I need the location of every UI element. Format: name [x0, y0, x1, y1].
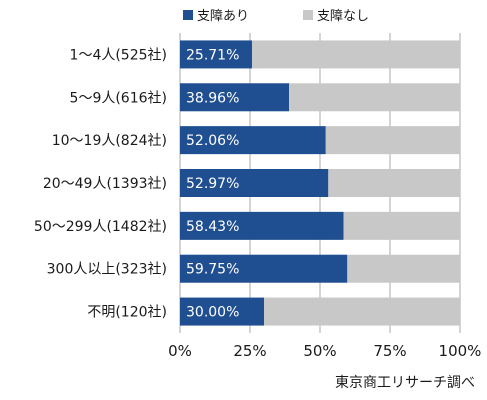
- category-label: 不明(120社): [87, 305, 167, 321]
- legend-label: 支障あり: [197, 9, 249, 24]
- data-label: 52.97%: [186, 176, 239, 192]
- legend-swatch: [303, 10, 313, 20]
- category-label: 20～49人(1393社): [43, 176, 167, 192]
- bar-segment-no: [343, 211, 460, 240]
- bar-segment-yes: [180, 40, 252, 69]
- legend: 支障あり 支障なし: [183, 9, 369, 24]
- data-label: 59.75%: [186, 262, 239, 278]
- data-label: 25.71%: [186, 47, 239, 63]
- bar-segment-yes: [180, 126, 326, 155]
- bar-segment-yes: [180, 211, 344, 240]
- category-label: 50～299人(1482社): [34, 219, 167, 235]
- legend-swatch: [183, 10, 193, 20]
- x-tick-label: 50%: [303, 342, 336, 360]
- legend-label: 支障なし: [317, 9, 369, 24]
- x-tick-label: 25%: [233, 342, 266, 360]
- x-tick-label: 75%: [373, 342, 406, 360]
- category-label: 1～4人(525社): [70, 47, 167, 63]
- category-label: 300人以上(323社): [47, 262, 167, 278]
- data-label: 58.43%: [186, 219, 239, 235]
- bar-segment-no: [251, 40, 460, 69]
- x-tick-labels: 0% 25% 50% 75% 100%: [168, 342, 481, 360]
- category-label: 5～9人(616社): [70, 90, 167, 106]
- bars: 25.71% 38.96% 52.06% 52.97% 58.43% 59.75% 30.0…: [180, 40, 460, 326]
- bar-segment-no: [264, 297, 460, 326]
- category-label: 10～19人(824社): [52, 133, 167, 149]
- bar-segment-no: [328, 169, 460, 197]
- x-tick-label: 0%: [168, 342, 192, 360]
- bar-segment-yes: [180, 297, 264, 326]
- data-label: 52.06%: [186, 133, 239, 149]
- data-label: 38.96%: [186, 90, 239, 106]
- bar-segment-yes: [180, 254, 348, 283]
- category-labels: 1～4人(525社) 5～9人(616社) 10～19人(824社) 20～49人(1…: [34, 47, 167, 320]
- bar-segment-no: [325, 126, 460, 155]
- data-label: 30.00%: [186, 305, 239, 321]
- bar-segment-no: [347, 254, 460, 283]
- bar-segment-no: [289, 83, 460, 112]
- bar-segment-yes: [180, 169, 329, 197]
- bar-segment-yes: [180, 83, 290, 112]
- source-note: 東京商工リサーチ調べ: [335, 375, 475, 391]
- x-tick-label: 100%: [439, 342, 482, 360]
